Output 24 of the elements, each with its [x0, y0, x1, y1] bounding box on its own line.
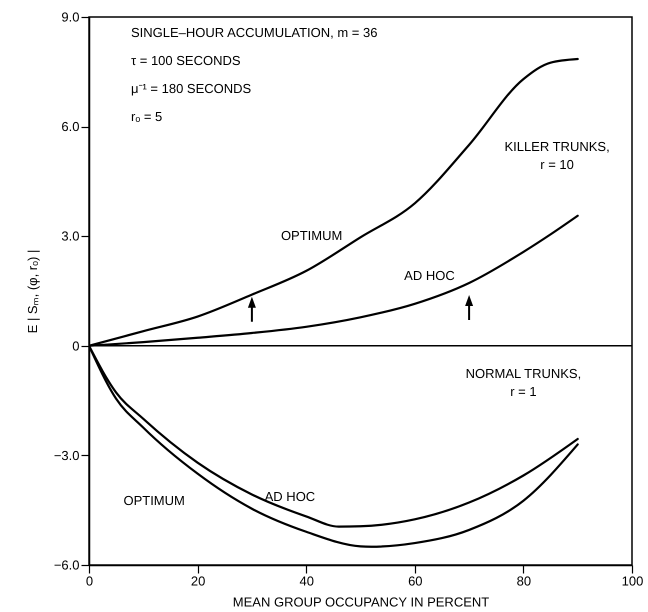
annotation: τ = 100 SECONDS — [131, 53, 241, 68]
y-tick-label: −6.0 — [54, 558, 80, 572]
annotation: OPTIMUM — [123, 492, 185, 508]
x-tick-label: 40 — [299, 574, 314, 588]
annotation: AD HOC — [404, 268, 455, 284]
annotation: AD HOC — [264, 489, 316, 504]
y-tick-label: 0 — [72, 338, 80, 354]
x-tick-label: 0 — [86, 574, 94, 588]
y-tick-label: 9.0 — [61, 10, 80, 24]
x-tick-label: 80 — [516, 574, 532, 588]
y-tick-label: 6.0 — [61, 119, 80, 134]
x-axis-title: MEAN GROUP OCCUPANCY IN PERCENT — [232, 594, 490, 610]
annotation: OPTIMUM — [280, 228, 342, 244]
y-tick-label: −3.0 — [54, 448, 80, 463]
y-tick-label: 3.0 — [61, 228, 80, 244]
x-tick-label: 60 — [408, 574, 423, 588]
annotation: SINGLE–HOUR ACCUMULATION, m = 36 — [131, 25, 378, 40]
x-tick-label: 100 — [622, 574, 644, 588]
annotation: KILLER TRUNKS, r = 10 — [504, 139, 610, 172]
x-tick-label: 20 — [190, 574, 206, 588]
annotation: rₒ = 5 — [131, 109, 162, 124]
y-axis-title: E | Sₘ, (φ, rₒ) | — [24, 250, 40, 334]
annotation: μ⁻¹ = 180 SECONDS — [131, 81, 252, 96]
annotation: NORMAL TRUNKS, r = 1 — [466, 366, 582, 400]
